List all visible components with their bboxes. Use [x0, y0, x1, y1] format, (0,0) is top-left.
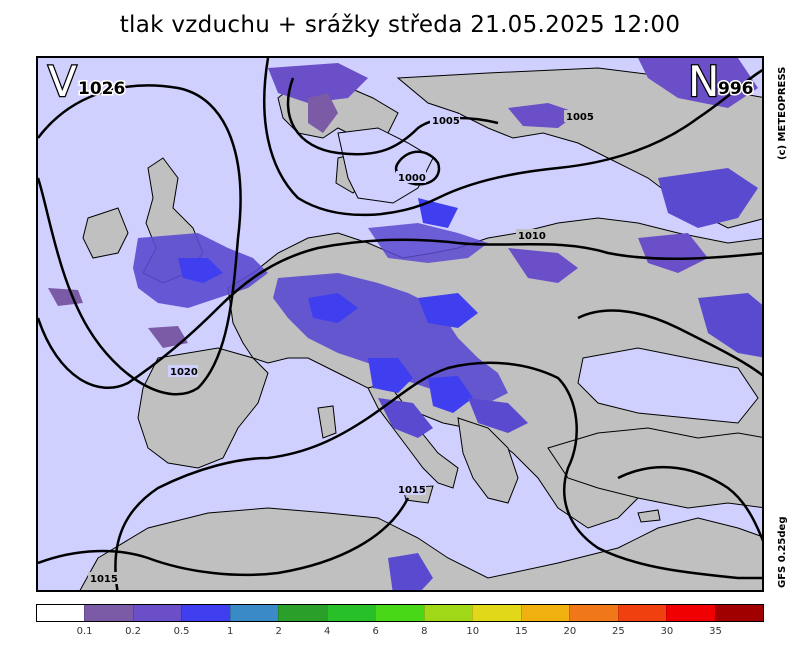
low-pressure-center: N 996 [687, 58, 755, 107]
legend-ticks: 0.1 0.2 0.5 1 2 4 6 8 10 15 20 25 30 35 [36, 626, 764, 642]
legend-swatch [520, 605, 570, 621]
legend-tick-label: 0.5 [173, 626, 190, 637]
map-canvas: 1005 1005 1000 1010 1020 1015 1015 V 102… [38, 58, 762, 590]
legend-tick-label: 1 [226, 626, 234, 637]
legend-tick-label: 4 [324, 626, 331, 637]
legend-tick-label: 25 [612, 626, 625, 637]
legend-tick-label: 35 [709, 626, 722, 637]
legend-tick-label: 0.2 [125, 626, 142, 637]
low-value: 996 [718, 79, 754, 99]
isobar-label-1010: 1010 [518, 231, 546, 242]
legend-tick-label: 8 [421, 626, 428, 637]
legend-tick-label: 6 [372, 626, 379, 637]
map-title: tlak vzduchu + srážky středa 21.05.2025 … [119, 12, 681, 38]
isobar-label-1000: 1000 [398, 173, 426, 184]
model-label: GFS 0.25deg [777, 516, 788, 589]
isobar-label-1015-b: 1015 [90, 574, 118, 585]
legend-swatch [229, 605, 279, 621]
legend-swatch [181, 605, 230, 621]
isobar-label-1005-a: 1005 [432, 116, 460, 127]
high-pressure-center: V 1026 [47, 58, 127, 107]
precipitation [48, 58, 762, 590]
isobar-label-1005-b: 1005 [566, 112, 594, 123]
legend-tick-label: 30 [660, 626, 674, 637]
legend-swatch [132, 605, 182, 621]
legend-swatch [617, 605, 667, 621]
legend-swatch [278, 605, 327, 621]
legend-tick-label: 2 [275, 626, 282, 637]
isobar-label-1015-a: 1015 [398, 485, 426, 496]
baltic-sea [337, 127, 434, 204]
black-sea [577, 347, 759, 424]
legend-swatch [666, 605, 715, 621]
legend-swatch [423, 605, 473, 621]
isobars [38, 58, 762, 590]
legend-tick-label: 15 [514, 626, 528, 637]
low-symbol: N [688, 58, 719, 106]
legend-swatch [569, 605, 618, 621]
weather-map: 1005 1005 1000 1010 1020 1015 1015 V 102… [36, 56, 764, 592]
legend-swatch [326, 605, 376, 621]
legend-tick-label: 10 [466, 626, 480, 637]
credit-label: (c) METEOPRESS [777, 66, 788, 160]
legend-swatch [84, 605, 133, 621]
isobar-label-1020: 1020 [170, 367, 198, 378]
legend-swatch [472, 605, 521, 621]
legend-swatch [714, 605, 764, 621]
legend-tick-label: 0.1 [76, 626, 93, 637]
legend-swatch [37, 605, 85, 621]
legend-tick-label: 20 [563, 626, 577, 637]
high-symbol: V [48, 58, 77, 106]
precipitation-legend [36, 604, 764, 622]
high-value: 1026 [78, 79, 125, 99]
legend-swatch [375, 605, 424, 621]
